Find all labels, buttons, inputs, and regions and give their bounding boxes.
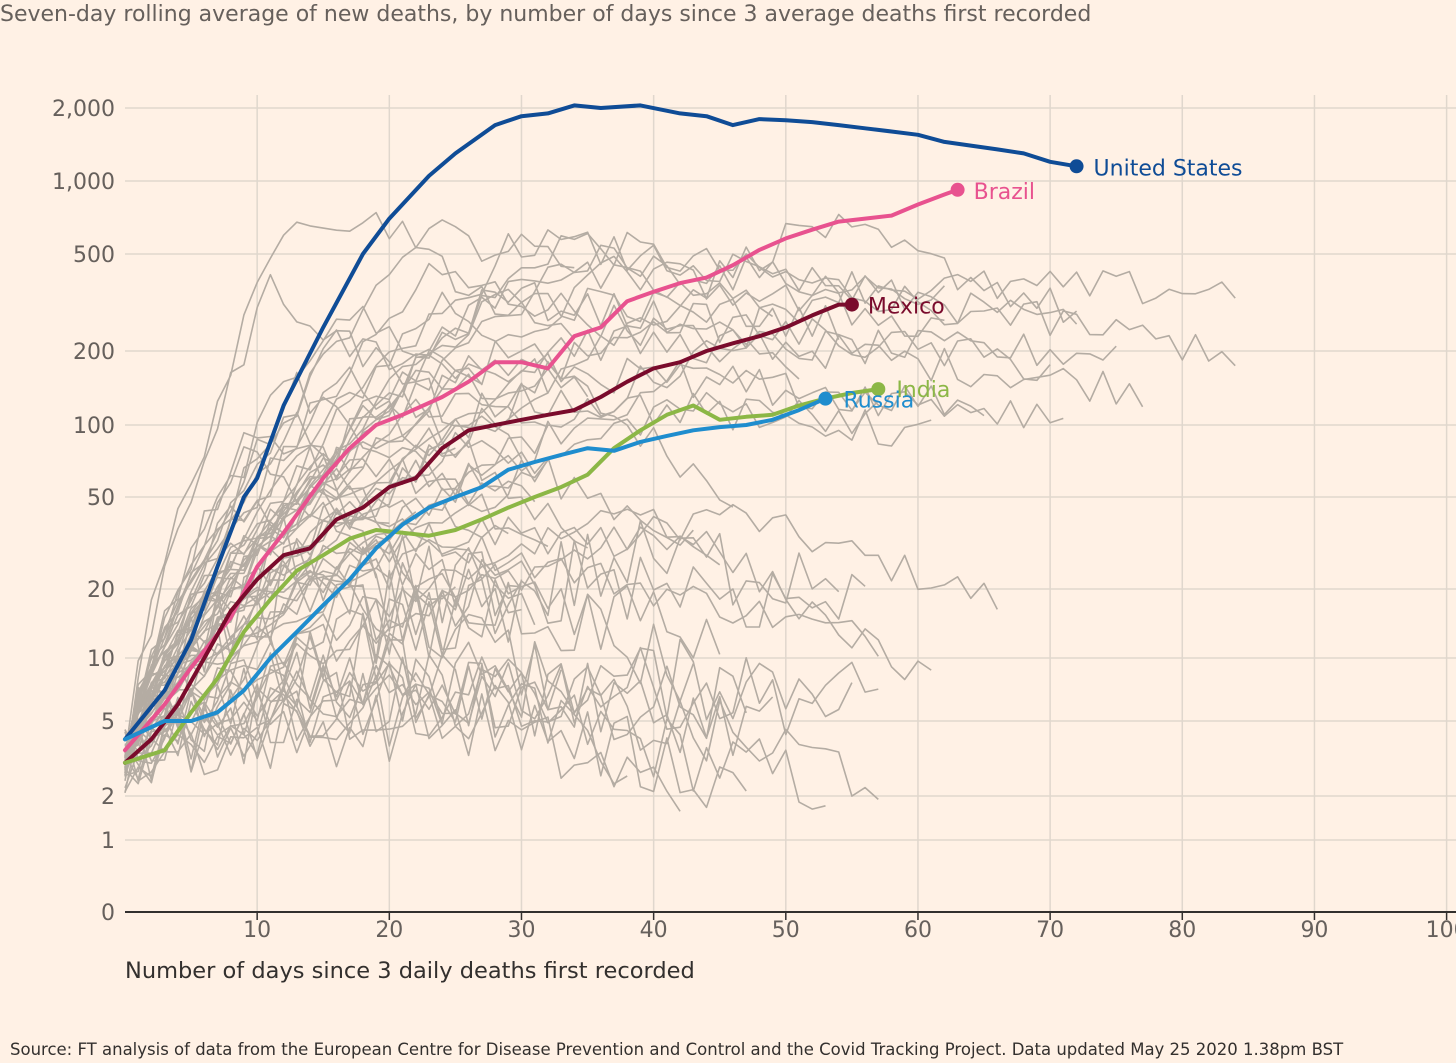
- series-endpoint-india: [871, 382, 886, 397]
- other-country-line: [124, 273, 523, 757]
- series-line-united-states: [123, 103, 1079, 742]
- x-tick-label: 30: [507, 918, 535, 943]
- series-label: Brazil: [974, 180, 1035, 205]
- x-tick-label: 50: [772, 918, 800, 943]
- other-country-line: [124, 683, 681, 812]
- other-country-line: [124, 287, 840, 768]
- series-label: Russia: [843, 389, 914, 414]
- y-tick-label: 1,000: [52, 170, 115, 195]
- y-tick-label: 20: [87, 578, 115, 603]
- series-label: Mexico: [868, 295, 945, 320]
- other-country-line: [124, 366, 456, 759]
- source-note: Source: FT analysis of data from the Eur…: [10, 1040, 1344, 1059]
- x-tick-label: 80: [1168, 918, 1196, 943]
- other-country-line: [124, 653, 628, 785]
- x-tick-label: 100: [1426, 918, 1456, 943]
- other-country-line: [124, 231, 1078, 753]
- series-endpoint-mexico: [844, 297, 859, 312]
- other-country-line: [124, 653, 879, 800]
- other-country-line: [124, 246, 575, 757]
- series-line-india: [123, 387, 881, 765]
- y-tick-label: 100: [73, 414, 115, 439]
- series-line-russia: [123, 396, 828, 742]
- grid-lines: [125, 95, 1456, 912]
- series-label: India: [896, 378, 950, 403]
- other-country-line: [124, 382, 932, 753]
- other-country-line: [124, 539, 866, 741]
- other-country-line: [124, 546, 523, 754]
- y-tick-label: 5: [101, 710, 115, 735]
- series-label: United States: [1094, 156, 1243, 181]
- other-country-line: [124, 255, 945, 770]
- y-tick-label: 200: [73, 340, 115, 365]
- axes: 0 1 2 5 10 20 50 100 200 500 1,000 2,000 10 20 30 40 50 6…: [52, 97, 1456, 943]
- x-tick-label: 10: [243, 918, 271, 943]
- y-tick-label: 50: [87, 486, 115, 511]
- other-country-line: [124, 651, 443, 765]
- y-tick-label: 0: [101, 901, 115, 926]
- other-country-line: [124, 446, 456, 764]
- other-country-line: [124, 371, 549, 761]
- other-country-line: [124, 431, 364, 764]
- y-tick-label: 10: [87, 647, 115, 672]
- y-tick-label: 1: [101, 829, 115, 854]
- other-country-line: [124, 515, 562, 776]
- x-tick-label: 70: [1036, 918, 1064, 943]
- x-tick-label: 40: [640, 918, 668, 943]
- y-tick-label: 2: [101, 785, 115, 810]
- other-country-line: [124, 508, 932, 764]
- y-tick-label: 500: [73, 243, 115, 268]
- series-line-brazil: [123, 187, 960, 753]
- series-line-mexico: [123, 302, 854, 765]
- other-country-line: [124, 359, 1064, 772]
- y-tick-label: 2,000: [52, 97, 115, 122]
- other-country-line: [124, 262, 800, 753]
- x-tick-label: 60: [904, 918, 932, 943]
- chart-subtitle: Seven-day rolling average of new deaths,…: [0, 2, 1092, 27]
- other-country-line: [124, 672, 747, 809]
- series-endpoint-brazil: [950, 182, 965, 197]
- series-endpoint-united-states: [1069, 159, 1084, 174]
- series-endpoint-russia: [818, 391, 833, 406]
- other-country-line: [124, 646, 879, 794]
- other-country-line: [124, 244, 945, 750]
- x-axis-title: Number of days since 3 daily deaths firs…: [125, 958, 695, 984]
- x-tick-label: 90: [1300, 918, 1328, 943]
- other-country-line: [124, 569, 522, 777]
- other-country-line: [124, 281, 1051, 768]
- other-country-line: [124, 656, 747, 789]
- other-country-line: [124, 229, 1236, 759]
- x-tick-label: 20: [375, 918, 403, 943]
